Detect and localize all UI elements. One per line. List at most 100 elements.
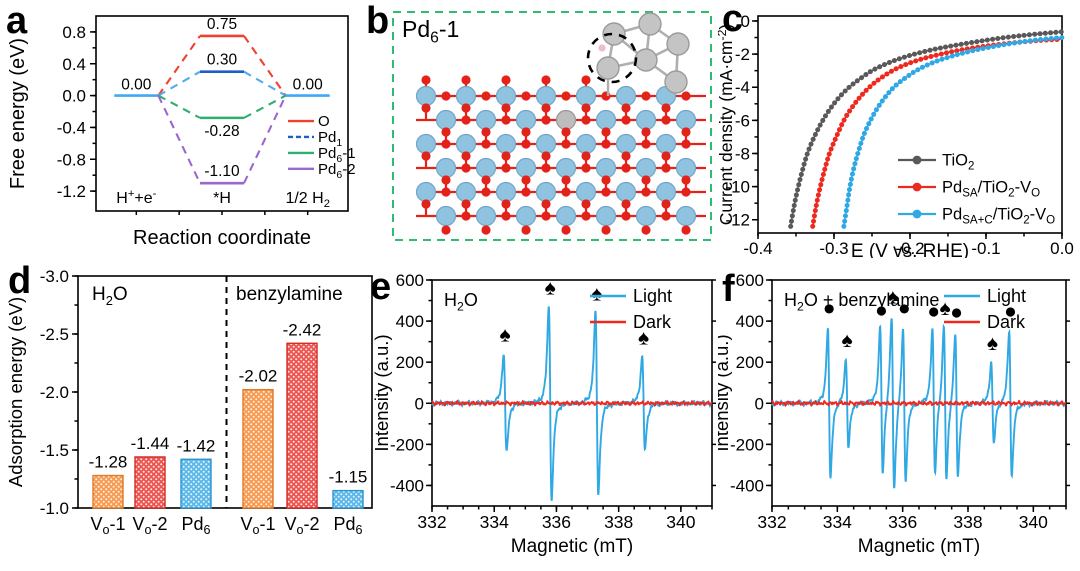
- x-tick-label: -0.2: [895, 239, 924, 258]
- x-category-label: *H: [213, 190, 231, 207]
- o-atom: [661, 211, 671, 221]
- x-tick-label: 336: [542, 512, 571, 532]
- x-tick-label: 340: [1019, 512, 1048, 532]
- ti-atom: [455, 85, 477, 107]
- y-axis-title: Intensity (a.u.): [371, 334, 392, 451]
- o-atom: [501, 103, 511, 113]
- o-atom: [621, 151, 631, 161]
- o-atom: [641, 139, 651, 149]
- connector: [157, 95, 201, 184]
- y-tick-label: -2.0: [40, 383, 69, 402]
- legend-label: Pd6-2: [318, 161, 356, 181]
- connector: [157, 94, 201, 119]
- ti-atom: [675, 205, 697, 227]
- bar-value-label: -1.28: [89, 453, 128, 472]
- panel-d: d H2O benzylamine -3.0 -2.5 -2.0 -1.5 -1.0 Ad…: [0, 258, 378, 571]
- spade-marker-icon: ♠: [987, 332, 998, 355]
- x-tick-label: 338: [604, 512, 633, 532]
- ti-atom: [675, 157, 697, 179]
- bar-plot: -3.0 -2.5 -2.0 -1.5 -1.0 Adsorption energy (e…: [5, 267, 373, 537]
- x-category-label: 1/2 H2: [285, 190, 329, 210]
- dot-marker-icon: [951, 308, 962, 318]
- y-axis-title: Free energy (eV): [7, 38, 29, 189]
- spade-marker-icon: ♠: [842, 329, 853, 352]
- bar-Vo-1: [242, 388, 274, 509]
- o-atom: [681, 175, 691, 185]
- x-category-label: Pd6: [181, 514, 210, 537]
- pd-atom: [638, 12, 662, 36]
- o-atom: [581, 115, 591, 125]
- level-value-label: 0.00: [121, 77, 152, 94]
- y-tick-label: -200: [730, 435, 764, 454]
- o-atom: [541, 151, 551, 161]
- series-curve-0: [788, 29, 1065, 229]
- x-tick-label: 338: [953, 512, 982, 532]
- o-atom: [501, 211, 511, 221]
- ti-atom: [575, 133, 597, 155]
- o-atom: [521, 225, 531, 235]
- pd6-cluster: [586, 12, 690, 96]
- legend-label: PdSA/TiO2-VO: [942, 179, 1040, 200]
- structure-label: Pd6-1: [402, 16, 460, 47]
- ti-atom: [615, 133, 637, 155]
- o-atom: [621, 163, 631, 173]
- y-tick-label: 400: [736, 312, 764, 331]
- o-atom: [541, 211, 551, 221]
- y-tick-label: 0: [741, 12, 750, 31]
- ti-atom: [475, 157, 497, 179]
- o-atom: [501, 151, 511, 161]
- connector: [157, 70, 201, 97]
- spade-marker-icon: ♠: [940, 297, 951, 320]
- pd-atom: [596, 56, 620, 80]
- ti-atom: [635, 205, 657, 227]
- x-tick-label: 336: [888, 512, 917, 532]
- ti-atom: [435, 109, 457, 131]
- o-atom: [461, 151, 471, 161]
- ti-atom: [655, 181, 677, 203]
- panel-letter-e: e: [370, 266, 392, 308]
- x-tick-label: 334: [480, 512, 509, 532]
- level-value-label: 0.00: [293, 77, 324, 94]
- dot-marker-icon: [929, 307, 939, 317]
- x-axis-title: Magnetic (mT): [511, 536, 633, 557]
- y-tick-label: -1.0: [40, 499, 69, 518]
- legend-label: Pd1: [318, 129, 342, 149]
- y-tick-label: -0.8: [57, 150, 86, 169]
- y-tick-label: -3.0: [40, 267, 69, 286]
- y-axis-title: Current density (mA·cm-2): [718, 24, 736, 226]
- pd-atom: [602, 22, 626, 46]
- dark-curve: [431, 399, 713, 407]
- y-tick-label: 0.8: [62, 23, 86, 42]
- x-tick-label: 332: [757, 512, 786, 532]
- epr-condition-label: H2O: [444, 290, 478, 314]
- x-tick-label: -0.3: [819, 239, 848, 258]
- legend-label: Pd6-1: [318, 145, 356, 165]
- ti-atom: [535, 133, 557, 155]
- legend-label: Light: [633, 286, 672, 306]
- o-atom: [441, 127, 451, 137]
- epr-spectrum-h2o: 332 334 336 338 340 600 400 200 0 -200 -400 Intensi…: [371, 271, 716, 557]
- o-atom: [481, 139, 491, 149]
- o-atom: [541, 163, 551, 173]
- o-atom: [661, 151, 671, 161]
- legend-label: PdSA+C/TiO2-VO: [942, 206, 1055, 227]
- pd-atom: [666, 32, 690, 56]
- y-tick-label: -10: [725, 178, 750, 197]
- y-tick-label: 0: [755, 394, 764, 413]
- ti-atom: [555, 157, 577, 179]
- x-tick-label: -0.4: [743, 239, 772, 258]
- y-tick-label: -4: [735, 78, 750, 97]
- legend: Light Dark: [944, 286, 1026, 332]
- o-atom: [541, 115, 551, 125]
- y-tick-label: 400: [396, 312, 424, 331]
- o-atom: [421, 199, 431, 209]
- bar-Vo-2: [134, 456, 166, 509]
- legend-marker: [912, 209, 922, 219]
- x-axis-title: Reaction coordinate: [133, 227, 311, 249]
- y-tick-label: -1.5: [40, 441, 69, 460]
- adsorption-energy-bar-chart: -3.0 -2.5 -2.0 -1.5 -1.0 Adsorption energy (e…: [5, 267, 373, 537]
- o-atom: [481, 187, 491, 197]
- o-atom: [521, 91, 531, 101]
- o-atom: [641, 175, 651, 185]
